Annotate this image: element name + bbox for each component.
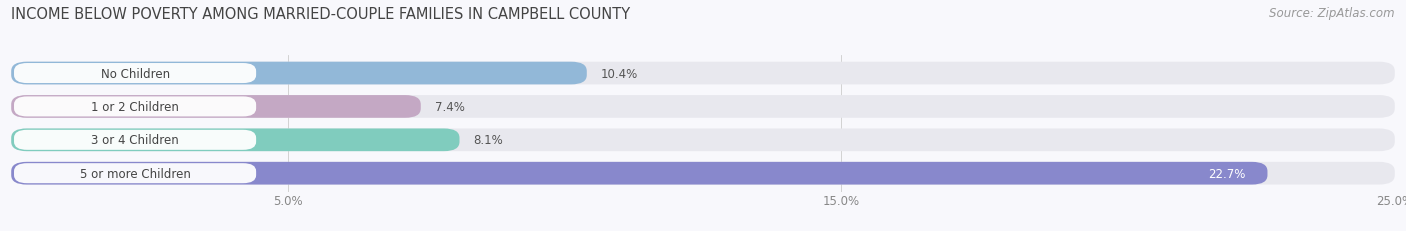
FancyBboxPatch shape <box>14 164 256 183</box>
FancyBboxPatch shape <box>11 129 1395 152</box>
Text: 3 or 4 Children: 3 or 4 Children <box>91 134 179 147</box>
Text: 10.4%: 10.4% <box>600 67 638 80</box>
Text: 8.1%: 8.1% <box>474 134 503 147</box>
FancyBboxPatch shape <box>11 96 1395 118</box>
Text: INCOME BELOW POVERTY AMONG MARRIED-COUPLE FAMILIES IN CAMPBELL COUNTY: INCOME BELOW POVERTY AMONG MARRIED-COUPL… <box>11 7 630 22</box>
Text: Source: ZipAtlas.com: Source: ZipAtlas.com <box>1270 7 1395 20</box>
FancyBboxPatch shape <box>14 97 256 117</box>
Text: 22.7%: 22.7% <box>1208 167 1246 180</box>
Text: 5 or more Children: 5 or more Children <box>80 167 190 180</box>
FancyBboxPatch shape <box>11 96 420 118</box>
FancyBboxPatch shape <box>11 162 1267 185</box>
Text: No Children: No Children <box>100 67 170 80</box>
FancyBboxPatch shape <box>14 64 256 84</box>
Text: 7.4%: 7.4% <box>434 100 464 113</box>
FancyBboxPatch shape <box>11 62 1395 85</box>
FancyBboxPatch shape <box>11 162 1395 185</box>
Text: 1 or 2 Children: 1 or 2 Children <box>91 100 179 113</box>
FancyBboxPatch shape <box>11 62 586 85</box>
FancyBboxPatch shape <box>14 130 256 150</box>
FancyBboxPatch shape <box>11 129 460 152</box>
